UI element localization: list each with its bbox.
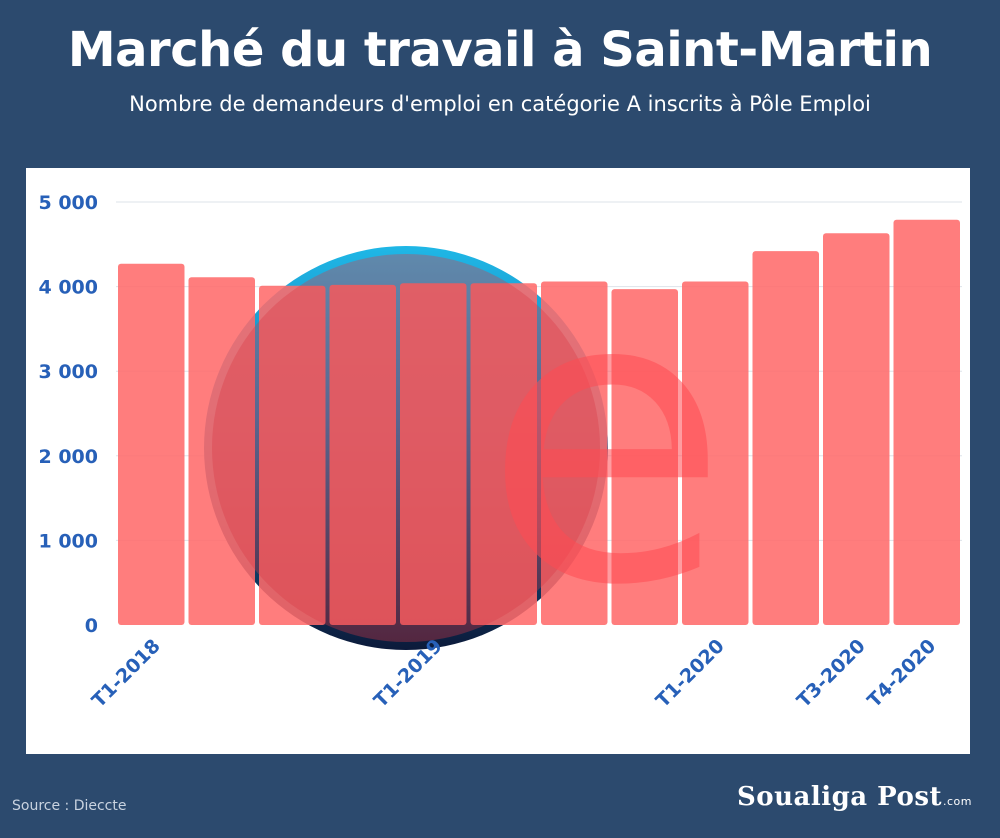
y-tick-label: 5 000 [39,192,99,214]
bar [682,281,749,625]
brand-logo: Soualiga Post.com [737,782,972,812]
watermark-letter-e-icon: e [212,208,729,673]
watermark-disc [212,254,600,642]
y-tick-label: 1 000 [39,530,99,552]
watermark-letter-e: e [483,208,729,673]
x-tick-label: T3-2020 [793,635,870,712]
bar [329,284,396,625]
bars [118,219,960,625]
y-tick-label: 0 [85,615,98,637]
bar [823,233,890,625]
y-tick-label: 4 000 [39,277,99,299]
chart-title: Marché du travail à Saint-Martin [67,22,933,78]
bar [893,219,960,625]
bar [188,277,255,625]
y-tick-label: 3 000 [39,361,99,383]
bar [470,283,537,625]
brand-name: Soualiga Post [736,782,942,812]
y-tick-label: 2 000 [39,446,99,468]
bar [611,289,678,625]
bar [259,285,326,625]
chart-subtitle: Nombre de demandeurs d'emploi en catégor… [129,92,871,116]
y-axis: 0 1 000 2 000 3 000 4 000 5 000 [39,192,99,637]
x-tick-label: T1-2018 [88,635,165,712]
source-note: Source : Dieccte [12,798,127,814]
bar [400,283,467,625]
bar [541,281,608,625]
x-tick-label: T4-2020 [863,635,940,712]
brand-suffix: .com [943,795,972,808]
bar [118,263,185,625]
bar [752,251,819,625]
